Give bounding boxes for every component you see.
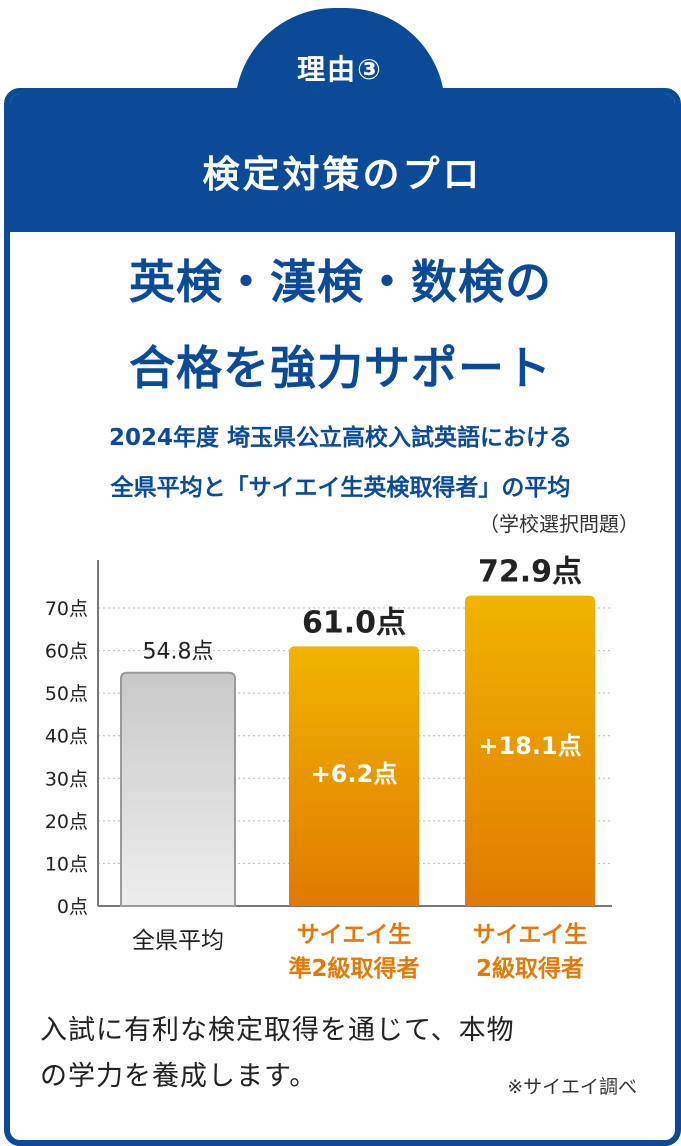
category-label: 全県平均 — [132, 928, 224, 954]
bar-value-label: 54.8点 — [143, 640, 214, 665]
y-tick-label: 0点 — [57, 896, 88, 918]
headline-line2: 合格を強力サポート — [129, 341, 552, 395]
y-tick-label: 10点 — [45, 853, 88, 875]
subtitle-note: （学校選択問題） — [479, 512, 639, 536]
body-line1: 入試に有利な検定取得を通じて、本物 — [40, 1015, 515, 1046]
reason-tab-label: 理由③ — [297, 53, 383, 86]
y-tick-label: 40点 — [45, 726, 88, 748]
y-tick-label: 60点 — [45, 641, 88, 663]
bar-3 — [465, 595, 595, 906]
category-label: サイエイ生 — [297, 922, 412, 948]
source-note: ※サイエイ調べ — [507, 1076, 637, 1098]
subtitle-line2: 全県平均と「サイエイ生英検取得者」の平均 — [110, 475, 571, 501]
y-tick-label: 70点 — [45, 598, 88, 620]
y-tick-label: 30点 — [45, 768, 88, 790]
card-header: 検定対策のプロ — [10, 94, 675, 232]
bar-1 — [120, 671, 236, 907]
y-tick-label: 20点 — [45, 811, 88, 833]
category-label: 準2級取得者 — [288, 955, 419, 982]
bar-diff-label: +6.2点 — [311, 760, 398, 788]
headline-line1: 英検・漢検・数検の — [129, 255, 552, 309]
subtitle-line1: 2024年度 埼玉県公立高校入試英語における — [108, 425, 573, 451]
category-label: サイエイ生 — [473, 922, 588, 948]
bar-value-label: 61.0点 — [302, 605, 406, 640]
category-label: 2級取得者 — [476, 955, 584, 982]
card-header-title: 検定対策のプロ — [202, 153, 483, 196]
y-tick-label: 50点 — [45, 683, 88, 705]
bar-value-label: 72.9点 — [478, 555, 582, 590]
body-line2: の学力を養成します。 — [40, 1061, 318, 1092]
bar-diff-label: +18.1点 — [478, 732, 581, 760]
bar-2 — [289, 646, 419, 906]
